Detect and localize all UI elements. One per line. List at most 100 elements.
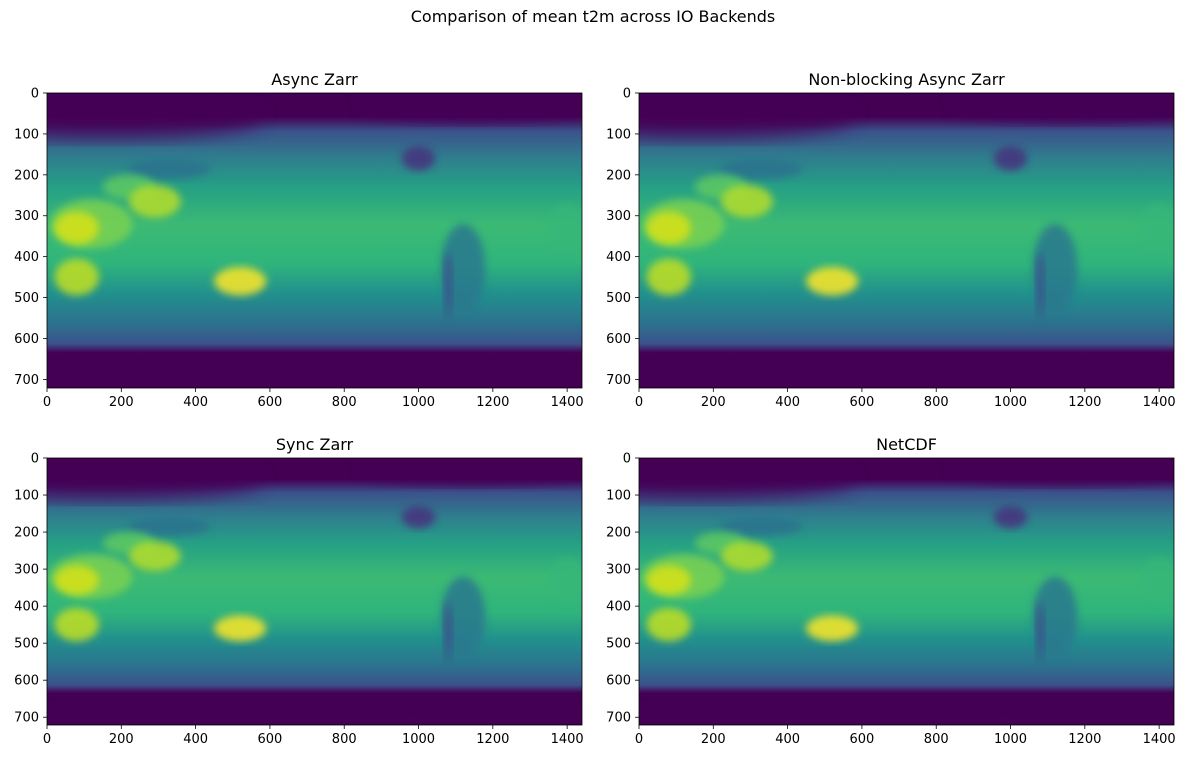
y-tick-label: 600 [14, 674, 39, 689]
y-tick-label: 400 [606, 250, 631, 265]
heatmap-feature [54, 211, 100, 245]
heatmap-feature [401, 146, 436, 171]
heatmap-feature [362, 93, 582, 120]
y-tick-label: 500 [14, 291, 39, 306]
heatmap-feature [954, 93, 1174, 120]
heatmap-feature [720, 158, 803, 179]
subplot-title: NetCDF [876, 435, 937, 454]
x-tick-label: 1200 [1068, 395, 1101, 410]
y-tick-label: 400 [14, 600, 39, 615]
heatmap-feature [720, 541, 773, 571]
heatmap-feature [1140, 203, 1174, 253]
x-tick-label: 600 [850, 395, 875, 410]
x-tick-label: 400 [775, 395, 800, 410]
y-tick-label: 100 [14, 127, 39, 142]
heatmap-feature [806, 266, 859, 296]
subplot: NetCDF 0 200 400 600 800 1000 1200 1400 0 100 200 30… [606, 435, 1176, 747]
heatmap-feature [646, 702, 1167, 725]
y-tick-label: 700 [606, 711, 631, 726]
x-tick-label: 1000 [994, 732, 1027, 747]
y-tick-label: 600 [606, 674, 631, 689]
x-tick-label: 600 [258, 732, 283, 747]
x-tick-label: 400 [183, 732, 208, 747]
y-tick-label: 700 [14, 711, 39, 726]
heatmap-feature [54, 702, 575, 725]
heatmap-feature [214, 266, 267, 296]
x-tick-label: 0 [43, 732, 51, 747]
heatmap-feature [443, 602, 453, 662]
heatmap-image [639, 93, 1174, 388]
heatmap-feature [1035, 602, 1045, 662]
x-tick-label: 1200 [1068, 732, 1101, 747]
y-tick-label: 0 [31, 87, 39, 102]
axes-frame [46, 457, 583, 726]
x-tick-label: 200 [701, 732, 726, 747]
y-tick-label: 300 [14, 209, 39, 224]
y-tick-label: 400 [14, 250, 39, 265]
y-tick-label: 0 [31, 452, 39, 467]
heatmap-feature [54, 565, 100, 596]
subplot: Async Zarr 0 200 400 600 800 1000 1200 1400 0 100 2… [14, 70, 584, 410]
y-tick-label: 200 [14, 526, 39, 541]
subplot-title: Non-blocking Async Zarr [808, 70, 1005, 89]
x-tick-label: 200 [109, 395, 134, 410]
heatmap-field [639, 458, 1174, 725]
x-tick-label: 0 [635, 395, 643, 410]
y-tick-label: 200 [606, 168, 631, 183]
y-tick-label: 600 [14, 332, 39, 347]
axes-frame [46, 92, 583, 389]
y-tick-label: 0 [623, 87, 631, 102]
heatmap-feature [548, 203, 582, 253]
x-tick-label: 600 [258, 395, 283, 410]
x-tick-label: 400 [183, 395, 208, 410]
x-tick-label: 200 [701, 395, 726, 410]
heatmap-image [47, 93, 582, 388]
y-tick-label: 700 [606, 373, 631, 388]
heatmap-feature [47, 97, 263, 139]
heatmap-field [47, 93, 582, 388]
heatmap-feature [646, 211, 692, 245]
y-tick-label: 500 [606, 637, 631, 652]
y-tick-label: 300 [606, 563, 631, 578]
y-tick-label: 300 [14, 563, 39, 578]
x-tick-label: 1400 [551, 732, 584, 747]
heatmap-feature [993, 506, 1028, 529]
subplot: Sync Zarr 0 200 400 600 800 1000 1200 1400 0 100 20… [14, 435, 584, 747]
x-tick-label: 0 [43, 395, 51, 410]
x-tick-label: 0 [635, 732, 643, 747]
heatmap-feature [639, 97, 855, 139]
x-tick-label: 1400 [1143, 395, 1176, 410]
heatmap-feature [646, 258, 692, 296]
heatmap-feature [54, 363, 575, 388]
heatmap-feature [1035, 252, 1045, 319]
heatmap-image [639, 458, 1174, 725]
y-tick-label: 100 [606, 489, 631, 504]
y-tick-label: 500 [14, 637, 39, 652]
heatmap-feature [443, 252, 453, 319]
heatmap-feature [128, 158, 211, 179]
heatmap-feature [128, 185, 181, 218]
figure-suptitle: Comparison of mean t2m across IO Backend… [411, 7, 776, 26]
x-tick-label: 1400 [1143, 732, 1176, 747]
y-tick-label: 0 [623, 452, 631, 467]
heatmap-feature [646, 565, 692, 596]
x-tick-label: 1000 [402, 395, 435, 410]
heatmap-image [47, 458, 582, 725]
heatmap-field [639, 93, 1174, 388]
heatmap-feature [54, 607, 100, 642]
x-tick-label: 800 [924, 395, 949, 410]
subplot-title: Sync Zarr [276, 435, 354, 454]
x-tick-label: 1200 [476, 395, 509, 410]
heatmap-feature [639, 461, 855, 499]
y-tick-label: 700 [14, 373, 39, 388]
axes-frame [638, 457, 1175, 726]
heatmap-feature [720, 517, 803, 536]
heatmap-feature [128, 541, 181, 571]
heatmap-feature [993, 146, 1028, 171]
y-tick-label: 500 [606, 291, 631, 306]
x-tick-label: 1000 [994, 395, 1027, 410]
x-tick-label: 600 [850, 732, 875, 747]
heatmap-feature [1140, 557, 1174, 603]
heatmap-feature [954, 458, 1174, 483]
